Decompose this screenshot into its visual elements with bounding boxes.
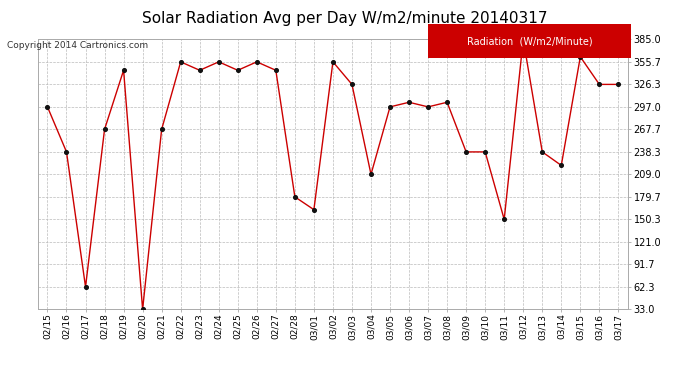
Point (118, 67, 129, 73)
Point (233, 67, 244, 73)
Point (327, 59, 338, 65)
Point (518, 36, 529, 42)
Point (137, 306, 148, 312)
Text: Radiation  (W/m2/Minute): Radiation (W/m2/Minute) (466, 36, 593, 46)
Point (308, 207, 319, 213)
Point (175, 59, 186, 65)
Point (499, 216, 510, 222)
Point (61, 149, 72, 155)
Point (80, 284, 91, 290)
Point (251, 59, 262, 65)
Point (555, 162, 566, 168)
Point (442, 99, 453, 105)
Point (366, 171, 377, 177)
Text: Solar Radiation Avg per Day W/m2/minute 20140317: Solar Radiation Avg per Day W/m2/minute … (142, 11, 548, 26)
Point (346, 81, 357, 87)
Text: Copyright 2014 Cartronics.com: Copyright 2014 Cartronics.com (7, 41, 148, 50)
Point (213, 59, 224, 65)
Point (613, 81, 624, 87)
Point (99, 126, 110, 132)
Point (42, 104, 53, 110)
Point (404, 99, 415, 105)
Point (422, 104, 433, 110)
Point (270, 67, 282, 73)
Point (461, 149, 472, 155)
Point (289, 194, 300, 200)
Point (194, 67, 205, 73)
Point (156, 126, 167, 132)
Point (384, 104, 395, 110)
Point (575, 54, 586, 60)
Point (480, 149, 491, 155)
Point (594, 81, 605, 87)
Point (537, 149, 548, 155)
